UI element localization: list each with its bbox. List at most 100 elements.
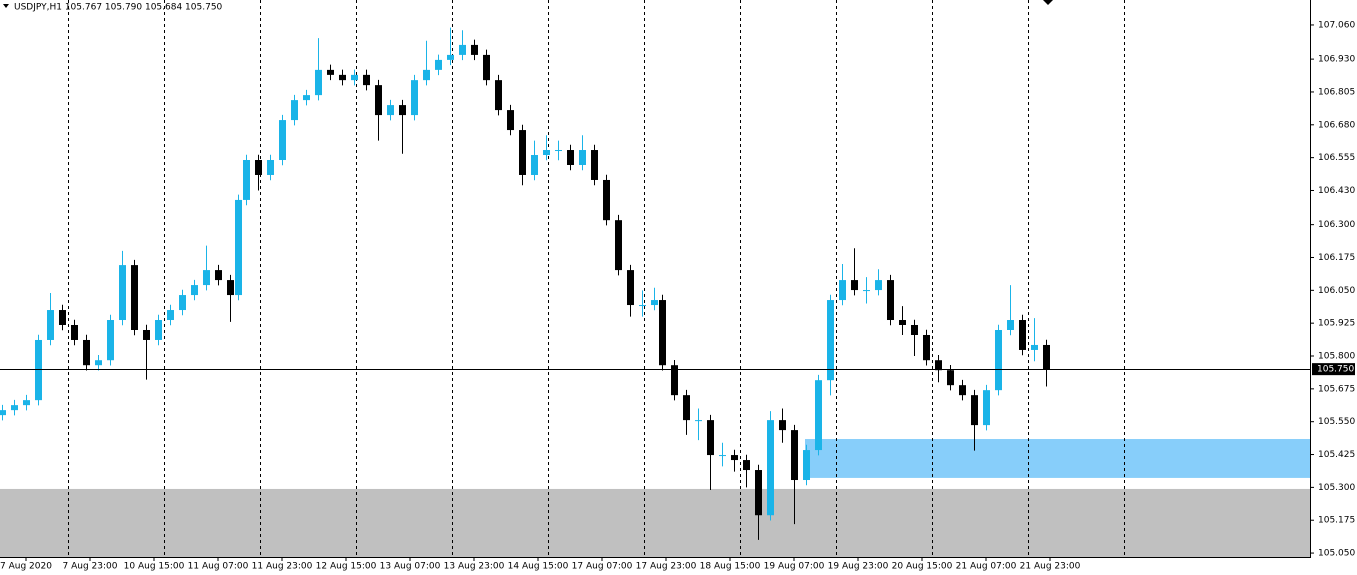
candle-body bbox=[143, 329, 150, 340]
x-tick-label: 10 Aug 15:00 bbox=[124, 562, 185, 572]
candle-body bbox=[227, 280, 234, 296]
candle-body bbox=[791, 430, 798, 481]
candle-body bbox=[899, 320, 906, 326]
chart-title: USDJPY,H1 105.767 105.790 105.684 105.75… bbox=[14, 3, 223, 13]
x-tick-label: 21 Aug 23:00 bbox=[1020, 562, 1081, 572]
candle-body bbox=[719, 455, 726, 457]
x-tick-label: 19 Aug 07:00 bbox=[764, 562, 825, 572]
chart-shift-marker[interactable] bbox=[1043, 0, 1053, 5]
candle-body bbox=[651, 300, 658, 306]
candle-body bbox=[435, 59, 442, 70]
y-tick-label: 105.550 bbox=[1318, 417, 1355, 427]
y-tick-label: 106.430 bbox=[1318, 186, 1355, 196]
axes: 107.060 106.930 106.805 106.680 106.555 106.4… bbox=[0, 20, 1355, 572]
candle-body bbox=[83, 339, 90, 366]
y-tick-label: 105.300 bbox=[1318, 483, 1355, 493]
candle-body bbox=[531, 155, 538, 175]
candle-body bbox=[23, 400, 30, 406]
candle-body bbox=[351, 74, 358, 81]
candle-body bbox=[731, 455, 738, 461]
symbol-menu-arrow[interactable] bbox=[3, 4, 9, 8]
candle-body bbox=[671, 365, 678, 396]
y-tick-label: 107.060 bbox=[1318, 20, 1355, 30]
y-tick-label: 106.555 bbox=[1318, 153, 1355, 163]
candle-body bbox=[591, 150, 598, 180]
candle-body bbox=[483, 54, 490, 81]
candle-body bbox=[815, 380, 822, 451]
candle-body bbox=[567, 150, 574, 165]
candle-body bbox=[167, 310, 174, 321]
candles bbox=[0, 27, 1050, 540]
candle-body bbox=[155, 320, 162, 340]
y-tick-label: 105.675 bbox=[1318, 384, 1355, 394]
candle-body bbox=[923, 334, 930, 361]
candle-body bbox=[95, 360, 102, 366]
candle-body bbox=[695, 420, 702, 422]
candle-body bbox=[947, 370, 954, 386]
candle-body bbox=[495, 80, 502, 111]
candle-body bbox=[827, 300, 834, 381]
candle-body bbox=[1007, 320, 1014, 330]
candle-body bbox=[707, 420, 714, 456]
candle-body bbox=[71, 325, 78, 340]
candle-body bbox=[863, 290, 870, 292]
candle-body bbox=[767, 420, 774, 516]
x-tick-label: 11 Aug 23:00 bbox=[252, 562, 313, 572]
candle-body bbox=[291, 100, 298, 121]
candle-body bbox=[983, 390, 990, 426]
candle-body bbox=[447, 54, 454, 60]
candle-body bbox=[0, 410, 6, 416]
candle-body bbox=[543, 150, 550, 156]
x-tick-label: 17 Aug 23:00 bbox=[636, 562, 697, 572]
candle-body bbox=[191, 285, 198, 296]
candle-body bbox=[315, 69, 322, 96]
y-tick-label: 106.300 bbox=[1318, 220, 1355, 230]
candle-body bbox=[119, 265, 126, 321]
y-tick-label: 106.175 bbox=[1318, 253, 1355, 263]
x-tick-label: 7 Aug 2020 bbox=[0, 562, 52, 572]
candle-body bbox=[1031, 344, 1038, 350]
candle-body bbox=[683, 395, 690, 421]
candle-body bbox=[215, 270, 222, 281]
y-tick-label: 106.680 bbox=[1318, 120, 1355, 130]
candle-body bbox=[659, 300, 666, 366]
x-tick-label: 13 Aug 07:00 bbox=[380, 562, 441, 572]
y-tick-label: 105.425 bbox=[1318, 450, 1355, 460]
x-tick-label: 21 Aug 07:00 bbox=[956, 562, 1017, 572]
x-tick-label: 14 Aug 15:00 bbox=[508, 562, 569, 572]
candle-body bbox=[555, 150, 562, 152]
x-tick-label: 12 Aug 15:00 bbox=[316, 562, 377, 572]
x-tick-label: 11 Aug 07:00 bbox=[188, 562, 249, 572]
candle-body bbox=[235, 199, 242, 296]
candle-body bbox=[387, 105, 394, 116]
candle-body bbox=[47, 310, 54, 340]
x-tick-label: 19 Aug 23:00 bbox=[828, 562, 889, 572]
current-price-label: 105.750 bbox=[1317, 365, 1354, 375]
candle-body bbox=[255, 160, 262, 175]
candle-body bbox=[203, 270, 210, 286]
candle-body bbox=[303, 95, 310, 101]
candle-body bbox=[935, 360, 942, 371]
candle-body bbox=[851, 280, 858, 291]
x-tick-label: 18 Aug 15:00 bbox=[700, 562, 761, 572]
candle-body bbox=[971, 395, 978, 426]
candle-body bbox=[995, 329, 1002, 391]
x-tick-label: 13 Aug 23:00 bbox=[444, 562, 505, 572]
zones bbox=[0, 439, 1310, 557]
candle-body bbox=[339, 74, 346, 81]
candle-body bbox=[363, 74, 370, 86]
candle-body bbox=[131, 265, 138, 330]
y-tick-label: 106.930 bbox=[1318, 55, 1355, 65]
candle-body bbox=[803, 450, 810, 481]
candle-body bbox=[743, 460, 750, 471]
candle-body bbox=[615, 220, 622, 271]
candle-body bbox=[279, 120, 286, 161]
candle-body bbox=[459, 44, 466, 55]
candle-body bbox=[887, 280, 894, 321]
grid bbox=[68, 0, 1125, 557]
x-tick-label: 20 Aug 15:00 bbox=[892, 562, 953, 572]
zone bbox=[805, 439, 1310, 478]
candle-body bbox=[423, 69, 430, 81]
candle-body bbox=[627, 270, 634, 306]
